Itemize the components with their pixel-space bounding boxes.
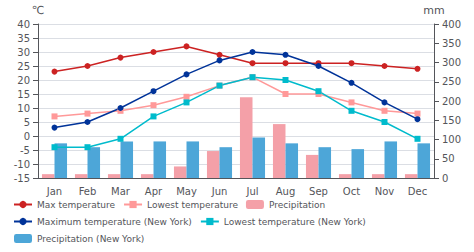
svg-text:5: 5	[24, 117, 30, 128]
svg-text:Jun: Jun	[211, 186, 228, 197]
svg-text:Jul: Jul	[245, 186, 258, 197]
svg-text:10: 10	[17, 103, 30, 114]
svg-text:20: 20	[17, 75, 30, 86]
svg-text:Dec: Dec	[408, 186, 427, 197]
svg-text:250: 250	[442, 76, 461, 87]
svg-text:50: 50	[442, 153, 455, 164]
svg-text:350: 350	[442, 38, 461, 49]
svg-text:35: 35	[17, 33, 30, 44]
svg-text:-10: -10	[14, 159, 30, 170]
svg-text:Oct: Oct	[343, 186, 360, 197]
svg-text:400: 400	[442, 19, 461, 30]
svg-text:Max temperature: Max temperature	[37, 200, 116, 210]
svg-text:15: 15	[17, 89, 30, 100]
svg-text:-5: -5	[20, 145, 30, 156]
svg-text:℃: ℃	[32, 4, 44, 17]
svg-text:0: 0	[24, 131, 30, 142]
svg-text:Maximum temperature (New York): Maximum temperature (New York)	[37, 217, 192, 227]
svg-text:Nov: Nov	[375, 186, 395, 197]
svg-text:150: 150	[442, 115, 461, 126]
svg-text:100: 100	[442, 134, 461, 145]
svg-text:-15: -15	[14, 173, 30, 184]
svg-text:Precipitation: Precipitation	[269, 200, 325, 210]
svg-text:mm: mm	[423, 4, 444, 17]
svg-text:May: May	[176, 186, 197, 197]
svg-text:Sep: Sep	[309, 186, 328, 197]
svg-text:0: 0	[442, 173, 448, 184]
svg-text:200: 200	[442, 96, 461, 107]
svg-text:Mar: Mar	[111, 186, 131, 197]
svg-text:40: 40	[17, 19, 30, 30]
svg-text:Jan: Jan	[46, 186, 62, 197]
svg-text:30: 30	[17, 47, 30, 58]
svg-text:Lowest temperature: Lowest temperature	[147, 200, 238, 210]
svg-text:300: 300	[442, 57, 461, 68]
svg-text:Precipitation (New York): Precipitation (New York)	[37, 234, 144, 244]
svg-text:Lowest temperature (New York): Lowest temperature (New York)	[224, 217, 366, 227]
svg-text:25: 25	[17, 61, 30, 72]
svg-text:Apr: Apr	[145, 186, 163, 197]
svg-text:Aug: Aug	[276, 186, 296, 197]
svg-text:Feb: Feb	[79, 186, 97, 197]
